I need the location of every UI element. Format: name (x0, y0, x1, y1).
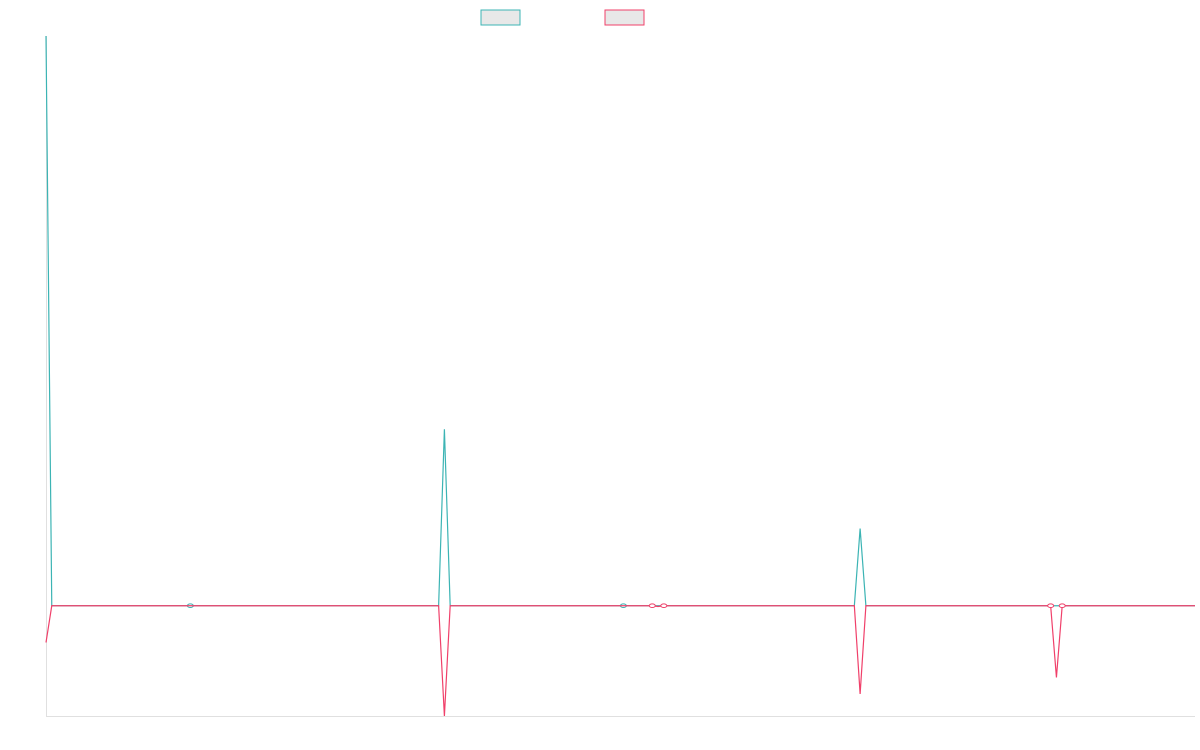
series-2-point-1[interactable] (648, 603, 656, 609)
series-line-1 (45, 35, 1195, 607)
legend-swatch-1[interactable] (480, 9, 521, 26)
axes (46, 36, 1195, 717)
legend[interactable] (480, 9, 645, 26)
series-line-2 (45, 605, 1195, 717)
legend-swatch-2[interactable] (604, 9, 645, 26)
series-2-point-3[interactable] (1047, 603, 1055, 609)
series-2-point-2[interactable] (660, 603, 668, 609)
plot-area (45, 35, 1195, 717)
series-2-point-4[interactable] (1058, 603, 1066, 609)
